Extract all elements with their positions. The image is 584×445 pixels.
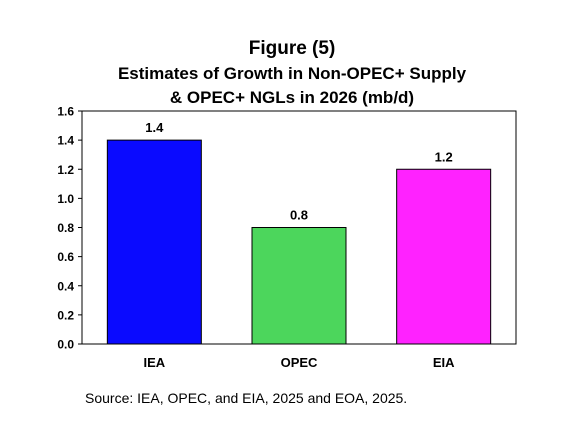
x-tick-label-eia: EIA — [433, 355, 455, 370]
data-label-iea: 1.4 — [145, 120, 164, 135]
bar-iea — [106, 139, 202, 345]
y-axis: 0.0 0.2 0.4 0.6 0.8 1.0 1.2 1.4 1.6 — [57, 105, 82, 352]
y-tick-label: 0.6 — [57, 250, 74, 264]
y-tick-label: 1.4 — [57, 134, 74, 148]
data-label-eia: 1.2 — [435, 149, 453, 164]
y-tick-label: 0.0 — [57, 338, 74, 352]
x-axis: IEA OPEC EIA — [143, 355, 455, 370]
data-label-opec: 0.8 — [290, 208, 308, 223]
y-tick-label: 0.2 — [57, 308, 74, 322]
bar-eia — [396, 168, 492, 345]
y-tick-label: 0.8 — [57, 221, 74, 235]
y-tick-label: 1.0 — [57, 192, 74, 206]
y-tick-label: 1.6 — [57, 105, 74, 119]
source-note: Source: IEA, OPEC, and EIA, 2025 and EOA… — [85, 390, 408, 406]
chart-title-line-3: & OPEC+ NGLs in 2026 (mb/d) — [169, 88, 415, 107]
data-labels-group: 1.4 0.8 1.2 — [145, 120, 452, 222]
x-tick-label-opec: OPEC — [281, 355, 318, 370]
y-tick-label: 0.4 — [57, 279, 74, 293]
y-tick-label: 1.2 — [57, 163, 74, 177]
bar-opec — [251, 227, 347, 345]
chart-title-line-1: Figure (5) — [248, 38, 336, 59]
bars-group — [106, 139, 492, 345]
x-tick-label-iea: IEA — [143, 355, 165, 370]
chart-title-line-2: Estimates of Growth in Non-OPEC+ Supply — [117, 64, 467, 83]
